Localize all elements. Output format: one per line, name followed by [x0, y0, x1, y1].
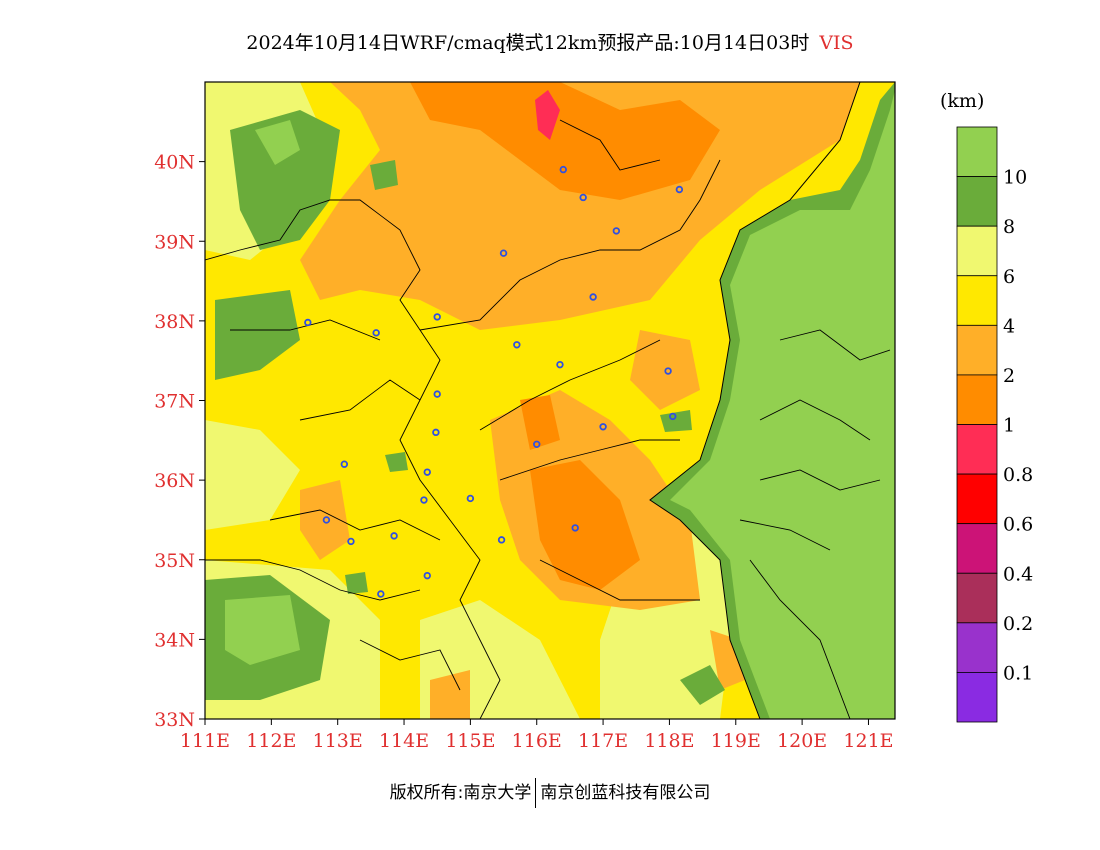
city-marker — [304, 318, 312, 327]
city-marker — [423, 468, 431, 476]
admin-boundaries — [205, 119, 891, 719]
city-markers — [304, 165, 684, 598]
city-marker — [589, 293, 597, 301]
lon-tick-label: 117E — [578, 730, 628, 752]
copyright-left: 版权所有:南京大学 — [389, 783, 532, 803]
city-marker — [664, 367, 672, 375]
lon-tick-label: 121E — [843, 730, 893, 752]
city-marker — [340, 460, 349, 468]
title-text: 2024年10月14日WRF/cmaq模式12km预报产品:10月14日03时 — [246, 32, 810, 54]
city-marker — [599, 423, 607, 431]
city-marker — [559, 165, 567, 174]
latitude-axis: 40N 39N 38N 37N 36N 35N 34N 33N — [154, 152, 205, 731]
chart-title: 2024年10月14日WRF/cmaq模式12km预报产品:10月14日03时 V… — [0, 28, 1100, 55]
city-marker — [423, 571, 431, 580]
lon-tick-label: 114E — [379, 730, 429, 752]
city-marker — [513, 341, 521, 349]
city-marker — [433, 313, 441, 321]
city-marker — [322, 516, 331, 524]
city-marker — [612, 227, 621, 235]
variable-name: VIS — [819, 32, 854, 54]
lat-tick-label: 33N — [154, 709, 195, 731]
city-marker — [499, 249, 508, 257]
legend-units: (km) — [940, 90, 985, 112]
lon-tick-label: 112E — [246, 730, 296, 752]
lat-tick-label: 37N — [154, 391, 195, 413]
lon-tick-label: 120E — [777, 730, 827, 752]
map-field — [205, 82, 895, 719]
lat-tick-label: 39N — [154, 231, 195, 253]
city-marker — [432, 428, 440, 437]
city-marker — [372, 329, 380, 337]
city-marker — [556, 360, 564, 369]
city-marker — [533, 440, 541, 448]
lat-tick-label: 40N — [154, 152, 195, 174]
lat-tick-label: 35N — [154, 550, 195, 572]
city-marker — [579, 193, 587, 202]
city-marker — [571, 524, 579, 532]
city-marker — [669, 412, 677, 421]
city-marker — [675, 185, 684, 194]
lon-tick-label: 111E — [180, 730, 230, 752]
city-marker — [390, 532, 398, 540]
lat-tick-label: 36N — [154, 470, 195, 492]
copyright: 版权所有:南京大学 南京创蓝科技有限公司 — [0, 778, 1100, 808]
lat-tick-label: 34N — [154, 629, 195, 651]
longitude-axis: 111E 112E 113E 114E 115E 116E 117E 118E 119E 120E… — [180, 719, 894, 752]
lat-tick-label: 38N — [154, 311, 195, 333]
city-marker — [420, 496, 428, 504]
city-marker — [466, 494, 475, 503]
lon-tick-label: 116E — [512, 730, 562, 752]
lon-tick-label: 119E — [711, 730, 761, 752]
lon-tick-label: 113E — [313, 730, 363, 752]
city-marker — [377, 590, 385, 598]
lon-tick-label: 118E — [644, 730, 694, 752]
city-marker — [347, 537, 355, 546]
copyright-right: 南京创蓝科技有限公司 — [540, 783, 711, 803]
copyright-separator — [535, 778, 537, 808]
city-marker — [433, 390, 441, 398]
city-marker — [497, 536, 506, 544]
lon-tick-label: 115E — [445, 730, 495, 752]
